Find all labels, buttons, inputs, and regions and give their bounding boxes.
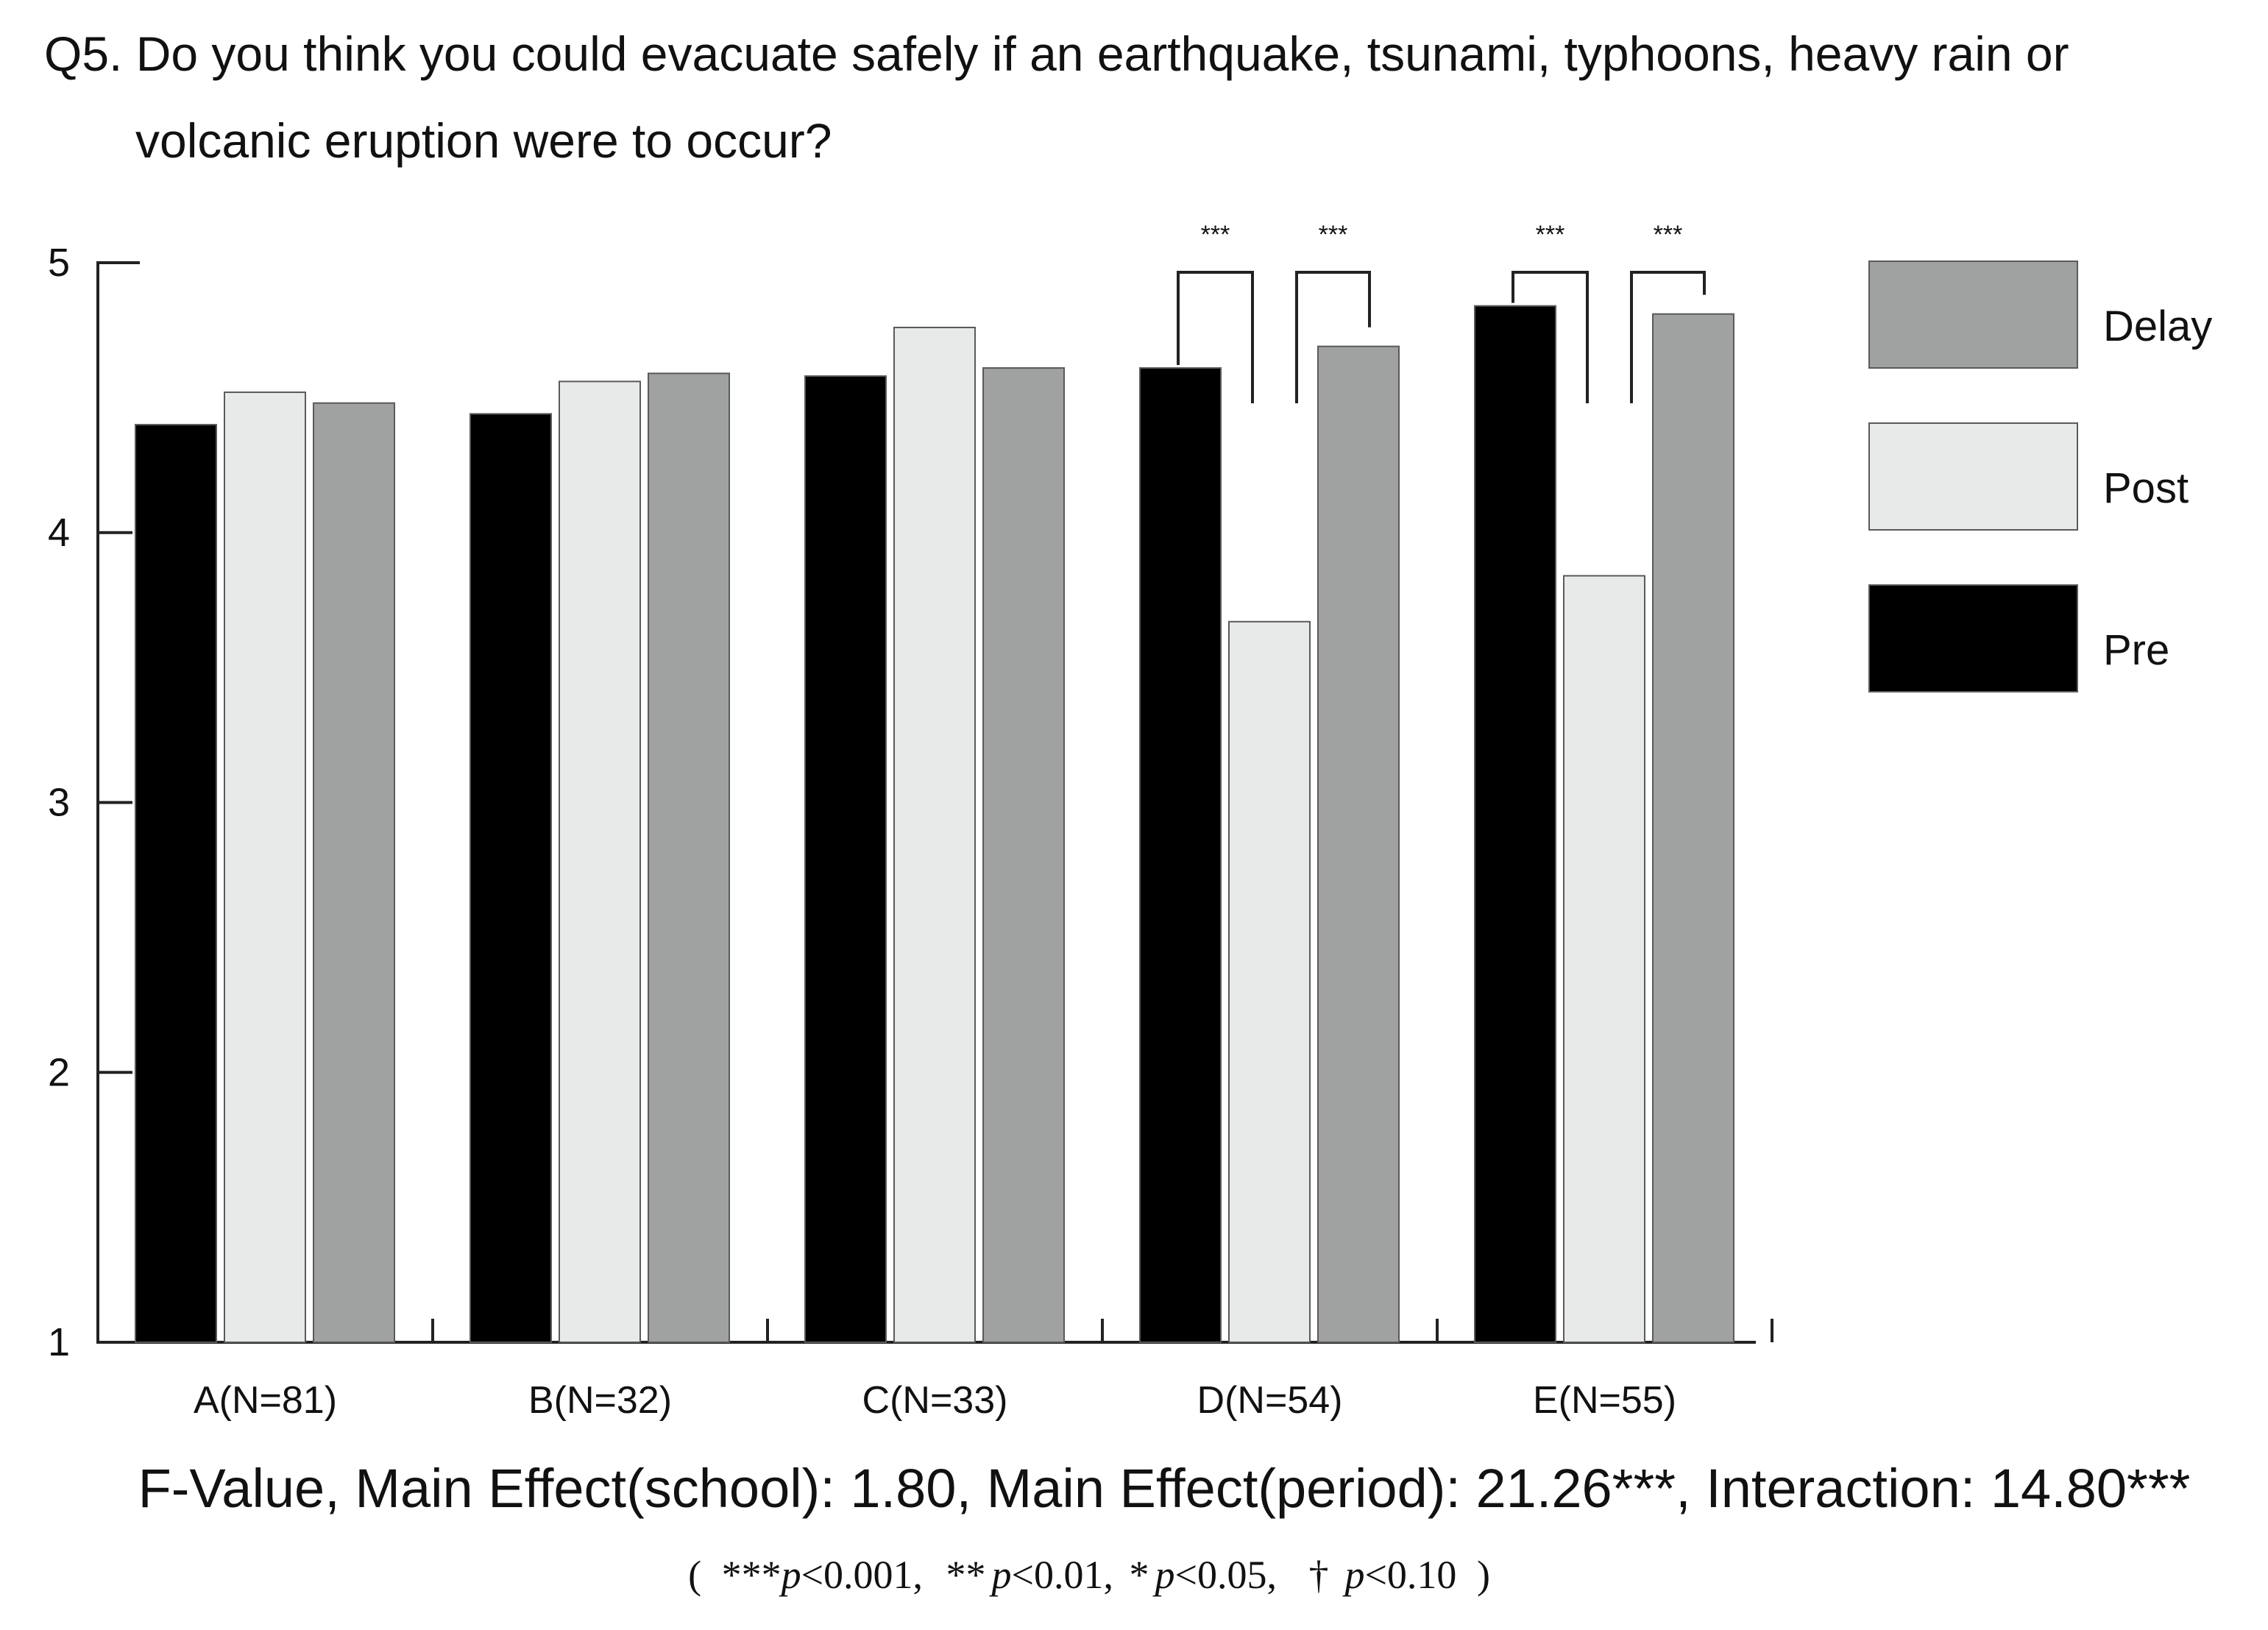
y-tick-label: 2 <box>48 1050 70 1094</box>
category-label: A(N=81) <box>194 1379 337 1422</box>
bar-post <box>1563 575 1645 1343</box>
note-p-2: p <box>989 1553 1012 1597</box>
category-label: E(N=55) <box>1533 1379 1676 1422</box>
bar-pre <box>135 424 217 1343</box>
note-val-2: <0.01, <box>1012 1553 1113 1597</box>
f-value-summary: F-Value, Main Effect(school): 1.80, Main… <box>138 1458 2191 1519</box>
note-dagger: † <box>1308 1553 1328 1597</box>
y-tick-label: 4 <box>48 511 70 555</box>
note-open-paren: ( <box>688 1553 701 1597</box>
bar-delay <box>1652 313 1734 1343</box>
bar-post <box>893 327 976 1343</box>
note-val-3: <0.05, <box>1175 1553 1277 1597</box>
bar-pre <box>1139 367 1222 1344</box>
note-stars-3: * <box>1130 1553 1149 1597</box>
bar-delay <box>648 372 730 1343</box>
category-label: B(N=32) <box>528 1379 672 1422</box>
significance-bracket <box>1295 271 1371 403</box>
y-ticks: 1 2 3 4 5 <box>48 241 140 1364</box>
bar-delay <box>982 367 1065 1344</box>
legend-label-post: Post <box>2103 464 2189 512</box>
legend: Delay Post Pre <box>1868 261 2212 692</box>
significance-label: *** <box>1536 221 1565 249</box>
category-label: C(N=33) <box>862 1379 1008 1422</box>
legend-label-delay: Delay <box>2103 302 2212 350</box>
note-val-4: <0.10 <box>1364 1553 1456 1597</box>
category-labels: A(N=81) B(N=32) C(N=33) D(N=54) E(N=55) <box>194 1379 1676 1422</box>
bar-delay <box>1317 345 1400 1343</box>
bar-post <box>559 380 641 1343</box>
note-stars-1: *** <box>722 1553 782 1597</box>
x-ticks <box>431 1319 1773 1342</box>
bar-pre <box>1474 305 1556 1343</box>
bar-pre <box>804 375 887 1343</box>
significance-bracket <box>1512 271 1589 403</box>
significance-bracket <box>1630 271 1706 403</box>
significance-label: *** <box>1654 221 1683 249</box>
y-tick-label: 5 <box>48 241 70 285</box>
bar-post <box>224 391 306 1343</box>
bar-delay <box>313 402 395 1344</box>
note-val-1: <0.001, <box>801 1553 923 1597</box>
y-tick-label: 3 <box>48 781 70 825</box>
legend-label-pre: Pre <box>2103 626 2169 674</box>
legend-swatch-pre <box>1868 584 2078 692</box>
chart-title-line-2: volcanic eruption were to occur? <box>135 113 832 168</box>
note-p-4: p <box>1342 1553 1364 1597</box>
bars <box>135 305 1734 1344</box>
significance-label: *** <box>1201 221 1230 249</box>
legend-swatch-delay <box>1868 261 2078 369</box>
chart-title-line-1: Q5. Do you think you could evacuate safe… <box>44 26 2069 81</box>
y-tick-label: 1 <box>48 1320 70 1364</box>
significance-label: *** <box>1319 221 1348 249</box>
category-label: D(N=54) <box>1197 1379 1343 1422</box>
significance-brackets: *** *** *** *** <box>1177 221 1706 403</box>
note-close-paren: ) <box>1477 1553 1490 1597</box>
note-p-3: p <box>1152 1553 1175 1597</box>
note-stars-2: ** <box>946 1553 986 1597</box>
bar-pre <box>469 413 552 1343</box>
legend-swatch-post <box>1868 422 2078 531</box>
bar-post <box>1228 620 1311 1343</box>
significance-bracket <box>1177 271 1254 403</box>
p-value-note: ( ***p<0.001, ** p<0.01, * p<0.05, † p<0.10… <box>688 1553 1490 1597</box>
note-p-1: p <box>779 1553 801 1597</box>
